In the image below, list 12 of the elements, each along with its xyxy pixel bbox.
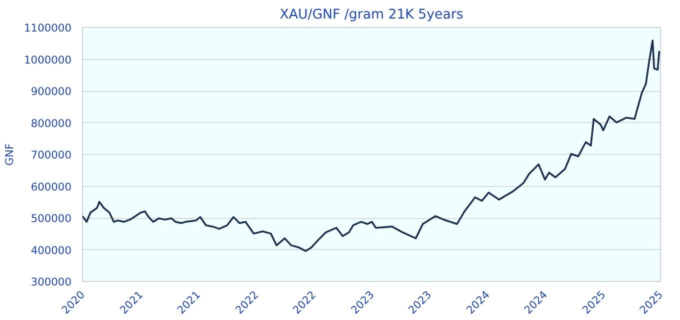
line-series xyxy=(82,40,660,252)
y-tick-label: 300000 xyxy=(30,276,72,288)
y-tick-label: 900000 xyxy=(30,85,72,98)
y-tick-label: 500000 xyxy=(30,212,72,225)
chart-title: XAU/GNF /gram 21K 5years xyxy=(280,8,464,22)
y-tick-label: 1000000 xyxy=(24,53,72,66)
y-axis-title: GNF xyxy=(3,143,16,166)
y-tick-label: 800000 xyxy=(30,116,72,130)
y-tick-label: 700000 xyxy=(30,148,72,162)
y-tick-label: 1100000 xyxy=(24,22,72,34)
y-tick-label: 600000 xyxy=(30,180,72,194)
y-tick-label: 400000 xyxy=(30,244,72,257)
